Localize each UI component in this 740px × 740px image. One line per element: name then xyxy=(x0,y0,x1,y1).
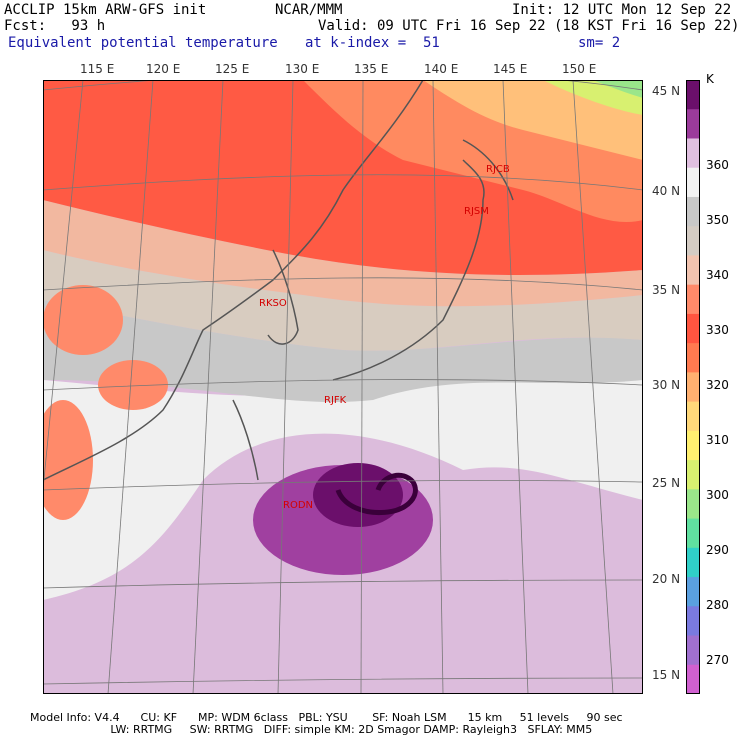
colorbar-label-270: 270 xyxy=(706,653,729,667)
colorbar-swatch xyxy=(686,372,700,403)
colorbar-swatch xyxy=(686,255,700,286)
colorbar-swatch xyxy=(686,664,700,694)
colorbar-label-320: 320 xyxy=(706,378,729,392)
tan-band xyxy=(43,250,643,351)
init-time: Init: 12 UTC Mon 12 Sep 22 xyxy=(512,2,732,18)
station-rodn: RODN xyxy=(283,500,313,511)
colorbar-swatch xyxy=(686,196,700,227)
lon-label-145: 145 E xyxy=(493,62,528,76)
colorbar-label-290: 290 xyxy=(706,543,729,557)
lon-label-150: 150 E xyxy=(562,62,597,76)
colorbar-swatch xyxy=(686,284,700,315)
colorbar-label-330: 330 xyxy=(706,323,729,337)
china-orange-patch xyxy=(43,285,123,355)
station-rkso: RKSO xyxy=(259,298,287,309)
institution-label: NCAR/MMM xyxy=(275,2,343,18)
colorbar-label-360: 360 xyxy=(706,158,729,172)
station-rjfk: RJFK xyxy=(324,395,347,406)
china-orange-patch-2 xyxy=(98,360,168,410)
colorbar-swatch xyxy=(686,138,700,169)
coastline-taiwan xyxy=(232,399,259,481)
colorbar xyxy=(686,80,700,694)
lat-label-30: 30 N xyxy=(652,378,681,392)
lon-label-140: 140 E xyxy=(424,62,459,76)
colorbar-swatch xyxy=(686,167,700,198)
colorbar-swatch xyxy=(686,518,700,549)
lat-label-25: 25 N xyxy=(652,476,681,490)
lon-label-120: 120 E xyxy=(146,62,181,76)
map-frame xyxy=(43,80,643,694)
colorbar-swatch xyxy=(686,547,700,578)
lat-label-20: 20 N xyxy=(652,572,681,586)
model-info-line2: LW: RRTMG SW: RRTMG DIFF: simple KM: 2D … xyxy=(30,723,593,736)
colorbar-label-280: 280 xyxy=(706,598,729,612)
colorbar-label-350: 350 xyxy=(706,213,729,227)
typhoon-spiral xyxy=(335,472,418,516)
colorbar-swatch xyxy=(686,313,700,344)
colorbar-label-300: 300 xyxy=(706,488,729,502)
colorbar-label-340: 340 xyxy=(706,268,729,282)
lat-label-15: 15 N xyxy=(652,668,681,682)
colorbar-unit: K xyxy=(706,72,714,86)
lon-label-125: 125 E xyxy=(215,62,250,76)
theta-e-map: RJCB RJSM RKSO RJFK RODN xyxy=(43,80,643,694)
colorbar-swatch xyxy=(686,80,700,110)
colorbar-label-310: 310 xyxy=(706,433,729,447)
colorbar-swatch xyxy=(686,460,700,490)
grey-band xyxy=(43,300,643,403)
field-name: Equivalent potential temperature xyxy=(8,35,278,51)
colorbar-swatch xyxy=(686,430,700,461)
lon-label-130: 130 E xyxy=(285,62,320,76)
lat-label-45: 45 N xyxy=(652,84,681,98)
subtropical-band xyxy=(43,373,643,600)
station-rjsm: RJSM xyxy=(464,206,489,217)
smoothing-label: sm= 2 xyxy=(578,35,621,51)
lat-label-35: 35 N xyxy=(652,283,681,297)
graticule xyxy=(43,80,643,694)
colorbar-swatch xyxy=(686,489,700,520)
model-info-line1: Model Info: V4.4 CU: KF MP: WDM 6class P… xyxy=(30,711,623,724)
colorbar-swatch xyxy=(686,635,700,666)
valid-time: Valid: 09 UTC Fri 16 Sep 22 (18 KST Fri … xyxy=(318,18,740,34)
coastline-japan xyxy=(332,159,485,381)
lon-label-135: 135 E xyxy=(354,62,389,76)
colorbar-swatch xyxy=(686,577,700,607)
station-rjcb: RJCB xyxy=(486,164,510,175)
lat-label-40: 40 N xyxy=(652,184,681,198)
colorbar-swatch xyxy=(686,226,700,256)
colorbar-frame xyxy=(686,80,700,694)
coastline-korea xyxy=(267,249,299,345)
forecast-hour: Fcst: 93 h xyxy=(4,18,106,34)
colorbar-swatch xyxy=(686,606,700,637)
colorbar-swatch xyxy=(686,401,700,432)
northeast-yellow-orange xyxy=(423,80,643,160)
model-title: ACCLIP 15km ARW-GFS init xyxy=(4,2,207,18)
lon-label-115: 115 E xyxy=(80,62,115,76)
coastline-hokkaido xyxy=(462,139,514,201)
china-orange-patch-3 xyxy=(43,400,93,520)
colorbar-swatch xyxy=(686,343,700,373)
colorbar-swatch xyxy=(686,109,700,139)
level-index: at k-index = 51 xyxy=(305,35,440,51)
coastline-mainland xyxy=(43,80,424,481)
typhoon-core xyxy=(313,463,403,527)
